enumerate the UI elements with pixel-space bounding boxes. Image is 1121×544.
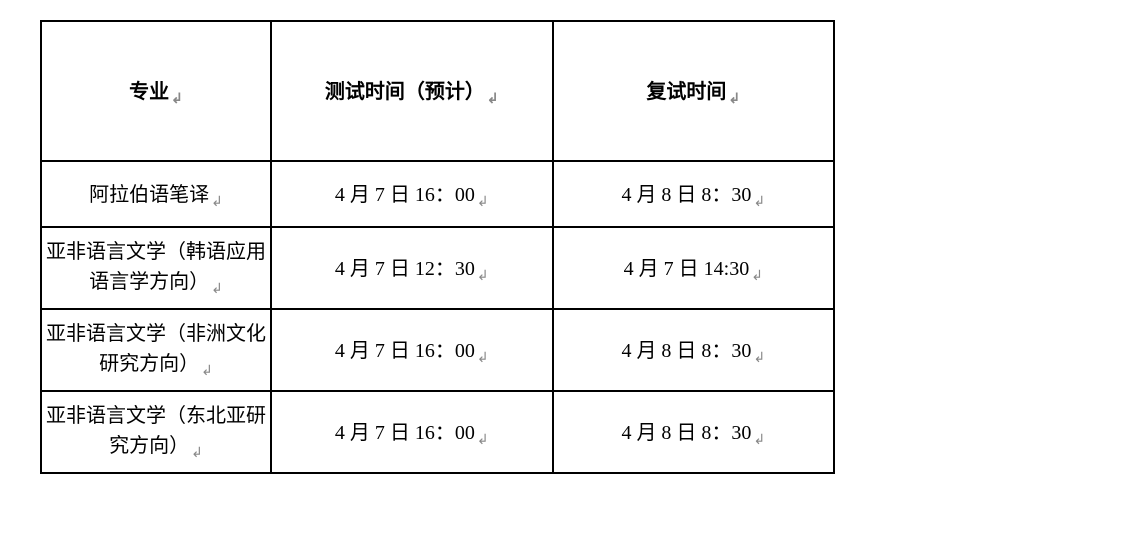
cell-retest-time: 4 月 8 日 8：30↲ <box>553 391 835 473</box>
table-body: 阿拉伯语笔译↲ 4 月 7 日 16：00↲ 4 月 8 日 8：30↲ 亚非语… <box>41 161 834 473</box>
major-line2: 究方向） <box>109 435 189 457</box>
reveal-mark-icon: ↲ <box>171 92 183 107</box>
schedule-table-wrap: 专业↲ 测试时间（预计）↲ 复试时间↲ 阿拉伯语笔译↲ 4 月 7 日 16：0… <box>40 20 835 474</box>
table-row: 亚非语言文学（东北亚研 究方向）↲ 4 月 7 日 16：00↲ 4 月 8 日… <box>41 391 834 473</box>
retest-time-text: 4 月 8 日 8：30 <box>621 184 751 206</box>
major-line1: 亚非语言文学（东北亚研 <box>46 405 266 427</box>
cell-retest-time: 4 月 7 日 14:30↲ <box>553 227 835 309</box>
header-major: 专业↲ <box>41 21 271 161</box>
cell-major: 亚非语言文学（韩语应用 语言学方向）↲ <box>41 227 271 309</box>
test-time-text: 4 月 7 日 12：30 <box>335 258 475 280</box>
test-time-text: 4 月 7 日 16：00 <box>335 184 475 206</box>
header-test-time: 测试时间（预计）↲ <box>271 21 553 161</box>
cell-retest-time: 4 月 8 日 8：30↲ <box>553 161 835 227</box>
table-row: 亚非语言文学（非洲文化 研究方向）↲ 4 月 7 日 16：00↲ 4 月 8 … <box>41 309 834 391</box>
reveal-mark-icon: ↲ <box>211 195 223 210</box>
reveal-mark-icon: ↲ <box>477 351 489 366</box>
reveal-mark-icon: ↲ <box>753 351 765 366</box>
reveal-mark-icon: ↲ <box>191 446 203 461</box>
header-test-label: 测试时间（预计） <box>325 81 485 103</box>
header-major-label: 专业 <box>129 81 169 103</box>
reveal-mark-icon: ↲ <box>477 433 489 448</box>
test-time-text: 4 月 7 日 16：00 <box>335 422 475 444</box>
cell-test-time: 4 月 7 日 16：00↲ <box>271 309 553 391</box>
test-time-text: 4 月 7 日 16：00 <box>335 340 475 362</box>
reveal-mark-icon: ↲ <box>487 92 499 107</box>
table-row: 亚非语言文学（韩语应用 语言学方向）↲ 4 月 7 日 12：30↲ 4 月 7… <box>41 227 834 309</box>
reveal-mark-icon: ↲ <box>753 433 765 448</box>
major-line2: 研究方向） <box>99 353 199 375</box>
major-line2: 语言学方向） <box>89 271 209 293</box>
cell-test-time: 4 月 7 日 16：00↲ <box>271 161 553 227</box>
cell-test-time: 4 月 7 日 16：00↲ <box>271 391 553 473</box>
cell-retest-time: 4 月 8 日 8：30↲ <box>553 309 835 391</box>
retest-time-text: 4 月 8 日 8：30 <box>621 422 751 444</box>
reveal-mark-icon: ↲ <box>201 364 213 379</box>
table-row: 阿拉伯语笔译↲ 4 月 7 日 16：00↲ 4 月 8 日 8：30↲ <box>41 161 834 227</box>
cell-test-time: 4 月 7 日 12：30↲ <box>271 227 553 309</box>
reveal-mark-icon: ↲ <box>728 92 740 107</box>
cell-major: 阿拉伯语笔译↲ <box>41 161 271 227</box>
cell-major: 亚非语言文学（非洲文化 研究方向）↲ <box>41 309 271 391</box>
reveal-mark-icon: ↲ <box>477 269 489 284</box>
schedule-table: 专业↲ 测试时间（预计）↲ 复试时间↲ 阿拉伯语笔译↲ 4 月 7 日 16：0… <box>40 20 835 474</box>
header-row: 专业↲ 测试时间（预计）↲ 复试时间↲ <box>41 21 834 161</box>
cell-major: 亚非语言文学（东北亚研 究方向）↲ <box>41 391 271 473</box>
reveal-mark-icon: ↲ <box>751 269 763 284</box>
major-text: 阿拉伯语笔译 <box>89 184 209 206</box>
retest-time-text: 4 月 7 日 14:30 <box>624 258 750 280</box>
major-line1: 亚非语言文学（非洲文化 <box>46 323 266 345</box>
reveal-mark-icon: ↲ <box>477 195 489 210</box>
retest-time-text: 4 月 8 日 8：30 <box>621 340 751 362</box>
header-retest-label: 复试时间 <box>646 81 726 103</box>
reveal-mark-icon: ↲ <box>753 195 765 210</box>
major-line1: 亚非语言文学（韩语应用 <box>46 241 266 263</box>
reveal-mark-icon: ↲ <box>211 282 223 297</box>
header-retest-time: 复试时间↲ <box>553 21 835 161</box>
